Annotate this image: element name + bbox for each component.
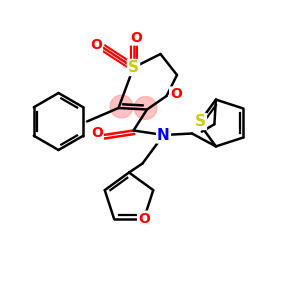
- Text: O: O: [138, 212, 150, 226]
- Circle shape: [110, 95, 133, 118]
- Text: O: O: [91, 127, 103, 140]
- Text: O: O: [90, 38, 102, 52]
- Text: N: N: [157, 128, 170, 142]
- Text: S: S: [128, 60, 139, 75]
- Circle shape: [134, 97, 157, 119]
- Text: S: S: [195, 114, 206, 129]
- Text: O: O: [170, 88, 182, 101]
- Text: O: O: [130, 31, 142, 44]
